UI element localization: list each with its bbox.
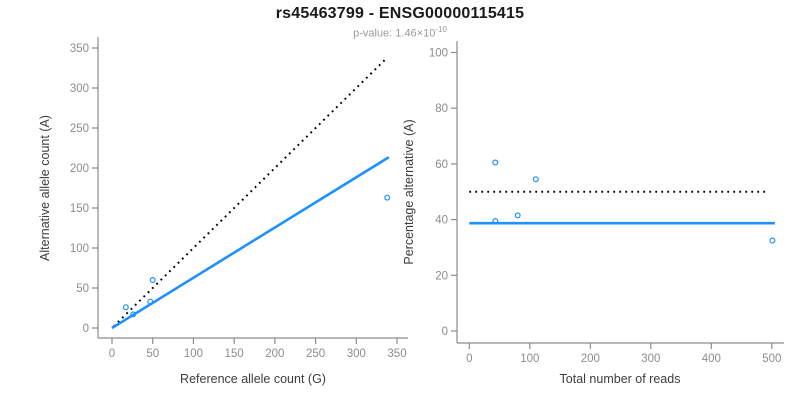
x-tick-label: 0 (109, 348, 115, 360)
y-tick-label: 50 (76, 283, 89, 295)
data-point (492, 159, 499, 166)
y-tick-label: 60 (435, 159, 448, 171)
expected-50-50-line (112, 57, 388, 328)
allele-count-panel: 0 50 100 150 200 250 300 350 0 50 100 150 200 250 300 3… (38, 37, 408, 386)
x-tick-label: 100 (520, 353, 539, 365)
observed-ratio-line (111, 156, 390, 330)
data-point (130, 311, 137, 318)
x-tick-label: 150 (225, 348, 244, 360)
percentage-panel: 0 100 200 300 400 500 0 20 40 60 80 100 Total number… (402, 41, 784, 386)
y-tick-label: 200 (70, 163, 89, 175)
data-point (514, 212, 521, 219)
data-point (384, 194, 391, 201)
x-tick-label: 400 (702, 353, 721, 365)
y-tick-label: 100 (429, 48, 448, 60)
y-tick-label: 20 (435, 270, 448, 282)
y-tick-label: 80 (435, 103, 448, 115)
y-axis-title: Alternative allele count (A) (38, 115, 52, 261)
x-tick-label: 500 (762, 353, 781, 365)
x-tick-label: 300 (641, 353, 660, 365)
x-tick-label: 200 (265, 348, 284, 360)
x-tick-label: 100 (184, 348, 203, 360)
y-tick-label: 0 (442, 326, 448, 338)
y-tick-label: 250 (70, 123, 89, 135)
y-tick-label: 0 (83, 323, 89, 335)
x-tick-label: 300 (347, 348, 366, 360)
x-tick-label: 200 (581, 353, 600, 365)
y-tick-label: 150 (70, 203, 89, 215)
y-tick-label: 40 (435, 215, 448, 227)
y-tick-label: 300 (70, 83, 89, 95)
data-point (147, 298, 154, 305)
x-axis-title: Reference allele count (G) (180, 372, 326, 386)
pvalue-text: p-value: 1.46×10 (353, 27, 436, 40)
x-tick-label: 0 (466, 353, 472, 365)
x-tick-label: 250 (306, 348, 325, 360)
data-point (122, 304, 129, 311)
figure-title: rs45463799 - ENSG00000115415 (275, 5, 525, 22)
x-axis-title: Total number of reads (560, 372, 681, 386)
y-axis-title: Percentage alternative (A) (402, 119, 416, 264)
y-tick-label: 350 (70, 43, 89, 55)
data-point (769, 237, 776, 244)
data-point (492, 217, 499, 224)
pvalue-exponent: -10 (435, 25, 447, 34)
data-point (532, 176, 539, 183)
x-tick-label: 50 (146, 348, 159, 360)
x-tick-label: 350 (387, 348, 406, 360)
data-point (149, 277, 156, 284)
y-tick-label: 100 (70, 243, 89, 255)
figure-subtitle: p-value: 1.46×10-10 (0, 25, 800, 40)
